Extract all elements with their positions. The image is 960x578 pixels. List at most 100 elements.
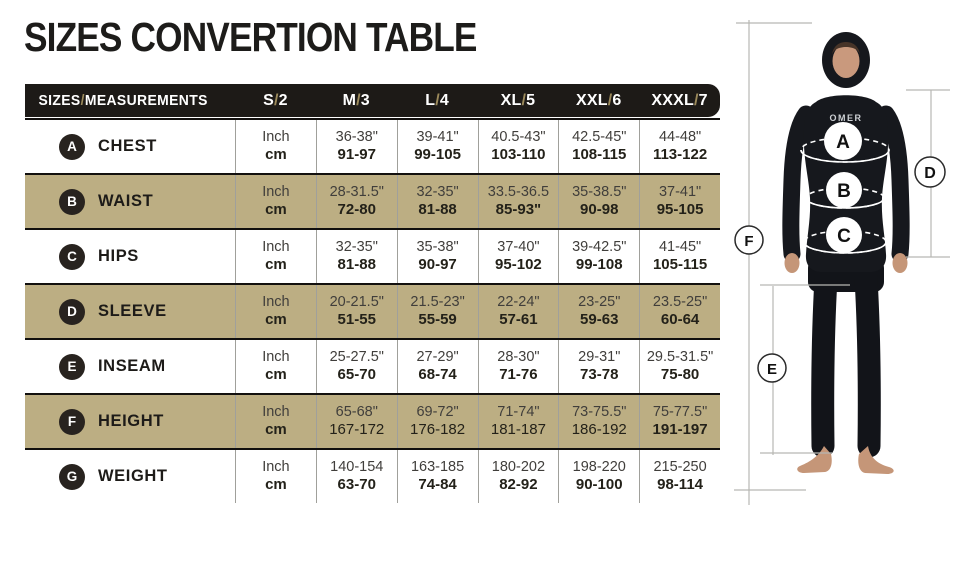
unit-cell: Inch cm [235,450,316,503]
row-letter-badge: E [59,353,85,380]
value-cell: 35-38" 90-97 [396,230,478,283]
marker-chest-A: A [824,122,862,160]
inch-value: 39-41" [416,129,459,146]
value-cell: 73-75.5" 186-192 [558,395,639,448]
unit-cm: cm [265,256,287,274]
row-label: HEIGHT [98,412,164,430]
inch-value: 20-21.5" [329,294,384,311]
wetsuit-measurement-figure: OMER [720,8,960,570]
value-cell: 140-154 63-70 [315,450,397,503]
inch-value: 40.5-43" [491,129,546,146]
value-cell: 163-185 74-84 [396,450,478,503]
header-size-l: L/4 [425,91,449,109]
cm-value: 167-172 [329,421,385,439]
unit-cm: cm [265,311,287,329]
inch-value: 41-45" [658,239,702,256]
row-label: WEIGHT [98,467,168,485]
header-sizes-measurements: SIZES/MEASUREMENTS [38,92,208,109]
value-cell: 23-25" 59-63 [558,285,639,338]
cm-value: 113-122 [652,146,708,164]
cm-value: 81-88 [337,256,376,274]
height-guide-line [734,20,812,505]
gold-slash: / [435,91,440,109]
header-size-xl: XL/5 [500,91,536,109]
inch-value: 28-31.5" [329,184,384,201]
table-row-waist: B WAIST Inch cm 28-31.5" 72-80 32-35" 81-88 33.5… [25,173,720,228]
value-cell: 180-202 82-92 [477,450,559,503]
page-title: SIZES CONVERTION TABLE [24,14,477,60]
cm-value: 81-88 [418,201,457,219]
table-row-inseam: E INSEAM Inch cm 25-27.5" 65-70 27-29" 68-74 28-… [25,338,720,393]
svg-text:E: E [767,361,777,378]
unit-inch: Inch [262,239,290,256]
unit-cm: cm [265,421,287,439]
unit-cell: Inch cm [235,120,316,173]
value-cell: 41-45" 105-115 [639,230,720,283]
row-label: SLEEVE [98,302,167,320]
value-cell: 40.5-43" 103-110 [477,120,559,173]
value-cell: 37-40" 95-102 [477,230,559,283]
header-size-s: S/2 [263,91,288,109]
unit-cell: Inch cm [235,285,316,338]
row-letter-badge: A [59,133,85,160]
marker-height-F: F [734,225,764,255]
value-cell: 39-41" 99-105 [396,120,478,173]
row-label-cell: G WEIGHT [25,450,235,503]
value-cell: 29-31" 73-78 [558,340,639,393]
table-row-hips: C HIPS Inch cm 32-35" 81-88 35-38" 90-97 37-40" 9… [25,228,720,283]
value-cell: 215-250 98-114 [639,450,720,503]
unit-cm: cm [265,146,287,164]
value-cell: 25-27.5" 65-70 [315,340,397,393]
inch-value: 32-35" [416,184,459,201]
table-row-weight: G WEIGHT Inch cm 140-154 63-70 163-185 74-84 180… [25,448,720,503]
row-letter-badge: F [59,408,85,435]
cm-value: 103-110 [491,146,546,164]
cm-value: 55-59 [418,311,457,329]
inch-value: 29.5-31.5" [646,349,714,366]
unit-cm: cm [265,366,287,384]
inch-value: 37-40" [497,239,540,256]
value-cell: 42.5-45" 108-115 [558,120,639,173]
unit-cell: Inch cm [235,340,316,393]
inch-value: 32-35" [335,239,378,256]
inch-value: 198-220 [572,459,626,476]
inch-value: 180-202 [491,459,546,476]
unit-inch: Inch [262,404,290,421]
row-label: HIPS [98,247,139,265]
gold-slash: / [80,92,85,109]
value-cell: 44-48" 113-122 [639,120,720,173]
inch-value: 42.5-45" [572,129,627,146]
inch-value: 39-42.5" [572,239,627,256]
gold-slash: / [356,91,361,109]
svg-text:A: A [836,132,850,153]
row-letter-badge: G [59,463,85,490]
cm-value: 90-98 [580,201,619,219]
unit-inch: Inch [262,349,290,366]
cm-value: 71-76 [499,366,538,384]
value-cell: 29.5-31.5" 75-80 [639,340,720,393]
measurement-ellipses [800,137,890,254]
inch-value: 37-41" [658,184,702,201]
table-row-sleeve: D SLEEVE Inch cm 20-21.5" 51-55 21.5-23" 55-59 2… [25,283,720,338]
gold-slash: / [521,91,527,109]
row-label: INSEAM [98,357,166,375]
value-cell: 21.5-23" 55-59 [396,285,478,338]
value-cell: 32-35" 81-88 [396,175,478,228]
inch-value: 29-31" [578,349,621,366]
cm-value: 99-105 [414,146,461,164]
gold-slash: / [273,91,279,109]
table-row-chest: A CHEST Inch cm 36-38" 91-97 39-41" 99-105 40.5-… [25,118,720,173]
cm-value: 95-102 [495,256,542,274]
cm-value: 51-55 [337,311,376,329]
inch-value: 28-30" [497,349,540,366]
header-size-xxxl: XXXL/7 [651,91,708,109]
value-cell: 37-41" 95-105 [639,175,720,228]
value-cell: 33.5-36.5 85-93" [477,175,559,228]
cm-value: 98-114 [657,476,704,494]
row-label-cell: B WAIST [25,175,235,228]
sizes-table: SIZES/MEASUREMENTS S/2 M/3 L/4 XL/5 XXL/6 XXXL… [25,84,720,503]
inch-value: 25-27.5" [329,349,384,366]
inch-value: 23-25" [578,294,621,311]
cm-value: 68-74 [418,366,457,384]
